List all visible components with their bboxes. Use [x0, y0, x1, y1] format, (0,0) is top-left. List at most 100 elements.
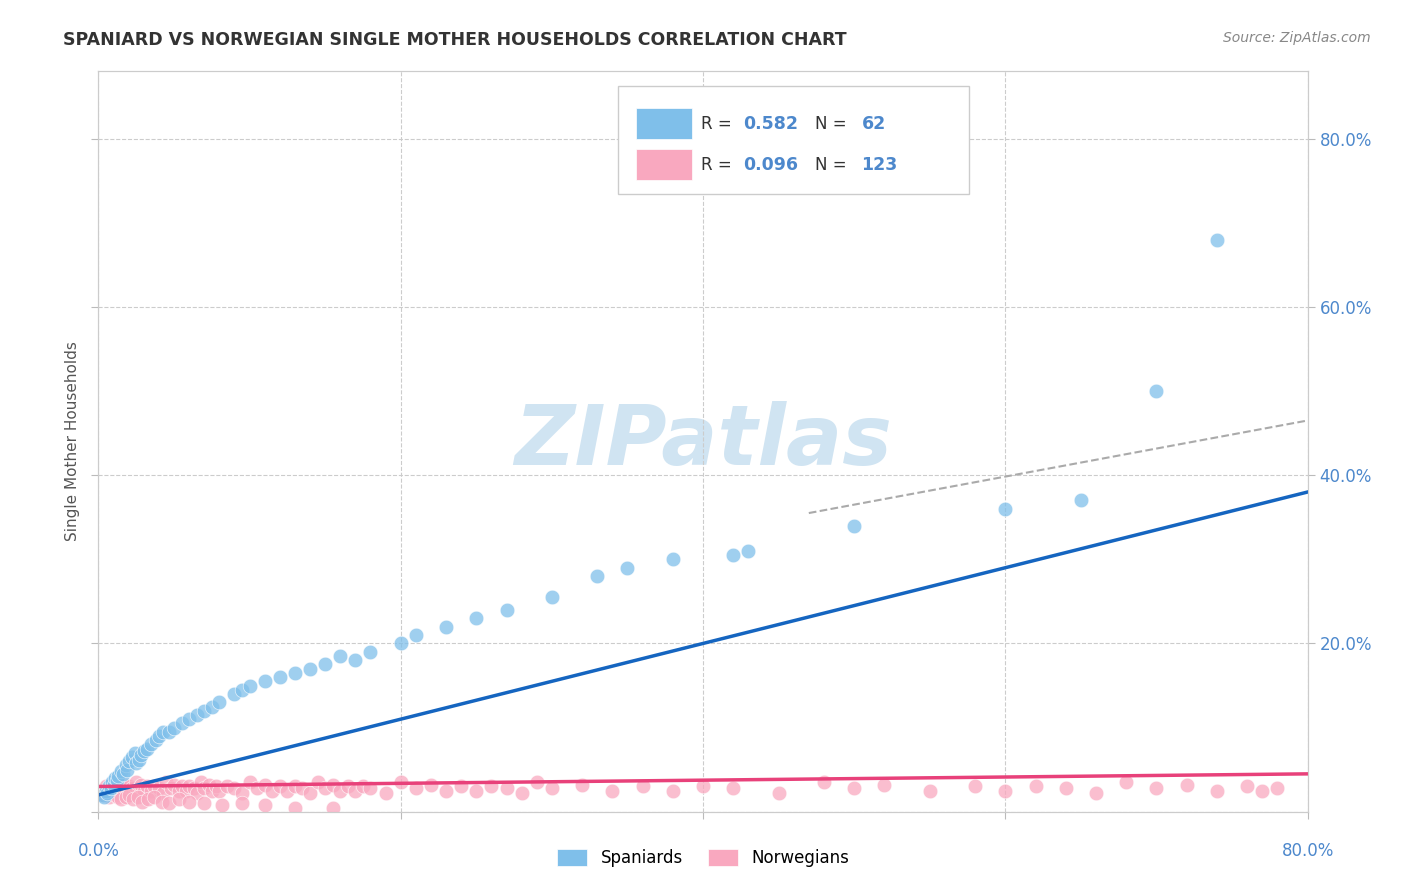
Point [93, 788, 115, 802]
Point [1175, 778, 1198, 792]
Point [1206, 233, 1229, 247]
Point [186, 708, 208, 723]
Point [121, 781, 143, 796]
Point [269, 670, 291, 684]
Point [112, 786, 135, 800]
Point [329, 783, 352, 797]
Point [107, 789, 129, 804]
Point [132, 744, 155, 758]
Point [586, 569, 609, 583]
Point [540, 590, 562, 604]
Point [141, 783, 163, 797]
Point [571, 778, 593, 792]
Point [94, 783, 117, 797]
Point [143, 780, 166, 794]
Point [465, 611, 488, 625]
Point [159, 724, 181, 739]
Point [723, 781, 745, 796]
Point [344, 653, 367, 667]
Point [125, 775, 148, 789]
Text: N =: N = [815, 156, 852, 174]
Point [145, 733, 167, 747]
Point [344, 783, 367, 797]
Point [723, 548, 745, 562]
Point [994, 783, 1017, 797]
Point [1206, 783, 1229, 797]
Point [405, 781, 427, 796]
Point [631, 780, 654, 794]
Point [1144, 781, 1167, 796]
Point [104, 771, 127, 785]
Point [465, 783, 488, 797]
Point [844, 781, 866, 796]
Text: ZIPatlas: ZIPatlas [515, 401, 891, 482]
Point [159, 797, 181, 811]
Text: SPANIARD VS NORWEGIAN SINGLE MOTHER HOUSEHOLDS CORRELATION CHART: SPANIARD VS NORWEGIAN SINGLE MOTHER HOUS… [63, 31, 846, 49]
Point [179, 712, 201, 726]
Point [132, 783, 155, 797]
Point [111, 781, 134, 796]
Point [105, 781, 128, 796]
Point [103, 780, 125, 794]
FancyBboxPatch shape [637, 108, 692, 139]
Point [224, 687, 246, 701]
Point [434, 783, 457, 797]
Point [197, 778, 219, 792]
Point [124, 746, 146, 760]
Point [110, 792, 132, 806]
Point [389, 636, 412, 650]
Point [253, 674, 276, 689]
Point [661, 783, 683, 797]
Point [1115, 775, 1137, 789]
Point [170, 780, 193, 794]
Point [389, 775, 412, 789]
Point [322, 778, 344, 792]
Point [602, 783, 624, 797]
Point [91, 788, 114, 802]
Point [246, 781, 269, 796]
Point [101, 775, 124, 789]
Point [262, 783, 284, 797]
Point [104, 775, 127, 789]
Point [186, 786, 208, 800]
Point [284, 800, 307, 814]
Point [114, 758, 136, 772]
Point [211, 797, 233, 812]
Text: R =: R = [700, 156, 737, 174]
Point [434, 619, 457, 633]
Point [1085, 786, 1108, 800]
Point [450, 780, 472, 794]
Point [135, 780, 157, 794]
Point [127, 789, 149, 804]
Point [155, 775, 177, 789]
Point [1070, 493, 1092, 508]
Point [873, 778, 896, 792]
Point [150, 795, 173, 809]
Point [844, 518, 866, 533]
Point [307, 775, 329, 789]
Point [163, 721, 186, 735]
Point [336, 780, 359, 794]
Point [201, 783, 224, 797]
Point [143, 789, 166, 804]
Point [160, 781, 183, 796]
Point [374, 786, 396, 800]
Point [420, 778, 443, 792]
Point [360, 781, 382, 796]
Point [510, 786, 533, 800]
FancyBboxPatch shape [637, 149, 692, 180]
Point [163, 778, 186, 792]
Point [224, 781, 246, 796]
Point [314, 657, 336, 672]
Point [183, 781, 205, 796]
Point [93, 789, 115, 804]
Point [152, 724, 174, 739]
Point [190, 775, 212, 789]
Point [1251, 783, 1274, 797]
Point [768, 786, 790, 800]
Point [118, 754, 141, 768]
Point [291, 781, 314, 796]
FancyBboxPatch shape [619, 87, 969, 194]
Point [205, 780, 228, 794]
Point [100, 783, 122, 797]
